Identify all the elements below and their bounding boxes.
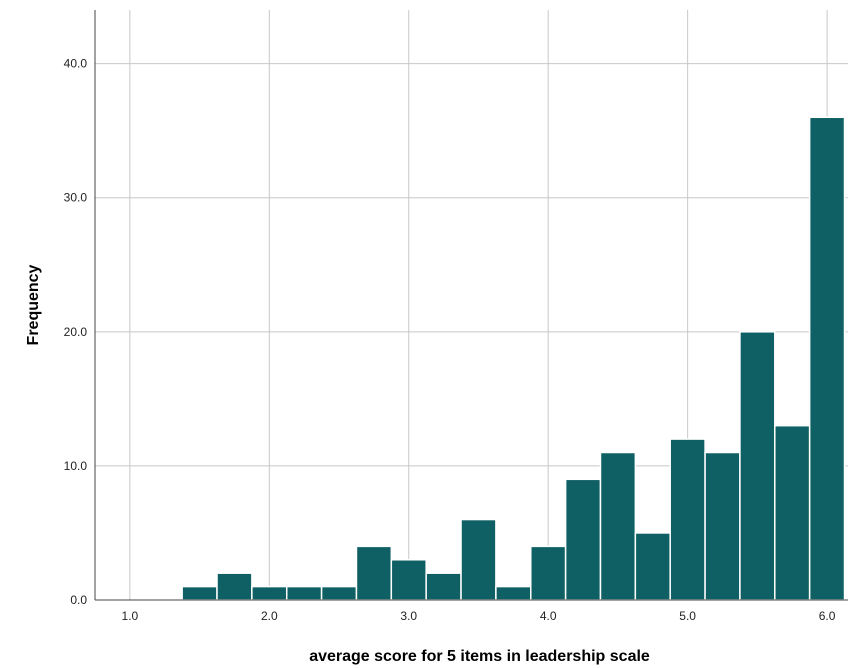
x-axis-title: average score for 5 items in leadership …	[309, 648, 650, 665]
histogram-bar	[739, 331, 776, 601]
x-tick-label: 6.0	[819, 609, 836, 623]
x-tick-label: 4.0	[540, 609, 557, 623]
histogram-bar	[320, 585, 358, 601]
histogram-bar	[495, 585, 532, 601]
y-tick-label: 0.0	[70, 593, 87, 607]
histogram-bar	[634, 532, 671, 601]
y-tick-label: 20.0	[64, 325, 88, 339]
histogram-bar	[669, 438, 706, 601]
histogram-bar	[774, 424, 811, 601]
histogram-bar	[355, 545, 393, 601]
y-tick-label: 30.0	[64, 191, 88, 205]
histogram-bar	[460, 518, 497, 601]
x-tick-label: 1.0	[122, 609, 139, 623]
histogram-bar	[808, 116, 846, 601]
x-tick-label: 3.0	[400, 609, 417, 623]
axis-layer: 1.0 2.0 3.0 4.0 5.0 6.0 0.0 10.0 20.0 30.0 40.0	[64, 10, 848, 623]
histogram-bar	[599, 451, 637, 601]
x-tick-label: 2.0	[261, 609, 278, 623]
bars-layer	[181, 116, 846, 601]
histogram-bar	[704, 451, 741, 601]
histogram-bar	[285, 585, 323, 601]
histogram-bar	[530, 545, 567, 601]
x-tick-label: 5.0	[679, 609, 696, 623]
histogram-bar	[390, 559, 427, 601]
histogram-bar	[216, 572, 253, 601]
y-tick-label: 40.0	[64, 57, 88, 71]
histogram-bar	[425, 572, 462, 601]
y-tick-label: 10.0	[64, 459, 88, 473]
histogram-bar	[564, 478, 602, 601]
histogram-bar	[181, 585, 218, 601]
histogram-bar	[251, 585, 288, 601]
y-axis-title: Frequency	[25, 264, 42, 345]
